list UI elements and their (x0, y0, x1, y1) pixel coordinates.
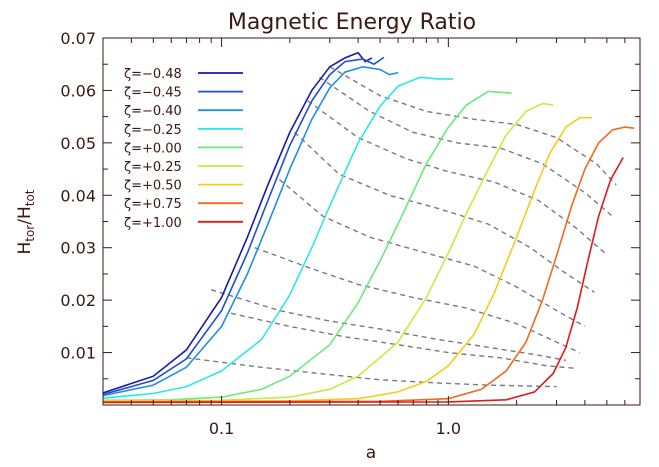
dashed-contour-3 (294, 131, 595, 293)
y-tick-label-6: 0.07 (60, 29, 96, 48)
dashed-contour-0 (329, 66, 617, 186)
dashed-contour-6 (230, 312, 575, 369)
x-tick-label-0: 0.1 (209, 419, 234, 438)
y-axis-label: Htor/Htot (15, 189, 37, 254)
dashed-contour-7 (186, 357, 557, 388)
dashed-contour-4 (279, 179, 586, 328)
y-axis-label-sub2: tot (23, 189, 37, 206)
series-line-8 (102, 157, 624, 404)
x-axis-label: a (366, 443, 376, 463)
y-axis-label-main: H (15, 242, 35, 255)
y-axis-label-sep: / (15, 219, 35, 225)
series-line-4 (102, 90, 512, 402)
y-tick-label-0: 0.01 (60, 344, 96, 363)
y-tick-label-5: 0.06 (60, 81, 96, 100)
legend-label-2: ζ=−0.40 (124, 104, 182, 119)
legend-label-6: ζ=+0.50 (124, 179, 182, 194)
legend-label-5: ζ=+0.25 (124, 160, 182, 175)
series-line-7 (102, 126, 635, 403)
legend-label-4: ζ=+0.00 (124, 141, 182, 156)
series-line-3 (102, 76, 454, 399)
svg-text:Htor/Htot: Htor/Htot (15, 189, 37, 254)
y-axis-label-sub1: tor (23, 225, 37, 242)
series-lines (102, 51, 635, 404)
dashed-contour-5 (254, 247, 581, 354)
y-axis-label-main-2: H (15, 206, 35, 219)
chart-title: Magnetic Energy Ratio (228, 10, 476, 35)
y-tick-label-4: 0.05 (60, 134, 96, 153)
legend-label-1: ζ=−0.45 (124, 86, 182, 101)
legend-label-8: ζ=+1.00 (124, 216, 182, 231)
x-tick-label-1: 1.0 (436, 419, 461, 438)
dashed-contour-8 (210, 289, 567, 362)
series-line-0 (102, 51, 373, 394)
legend-label-3: ζ=−0.25 (124, 123, 182, 138)
series-line-5 (102, 102, 554, 402)
y-tick-label-3: 0.04 (60, 186, 96, 205)
legend-label-7: ζ=+0.75 (124, 197, 182, 212)
y-tick-label-2: 0.03 (60, 239, 96, 258)
dashed-contour-1 (319, 76, 614, 217)
y-axis: 0.01 0.02 0.03 0.04 0.05 0.06 0.07 (60, 29, 640, 380)
legend: ζ=−0.48 ζ=−0.45 ζ=−0.40 ζ=−0.25 ζ=+0.00 ζ=+0.… (124, 67, 243, 231)
x-axis: 0.1 1.0 (102, 38, 641, 438)
legend-label-0: ζ=−0.48 (124, 67, 182, 82)
series-line-6 (102, 116, 592, 403)
series-line-2 (102, 65, 399, 397)
plot-frame (102, 37, 641, 406)
y-tick-label-1: 0.02 (60, 291, 96, 310)
dashed-contour-2 (307, 100, 606, 254)
series-line-1 (102, 56, 385, 396)
